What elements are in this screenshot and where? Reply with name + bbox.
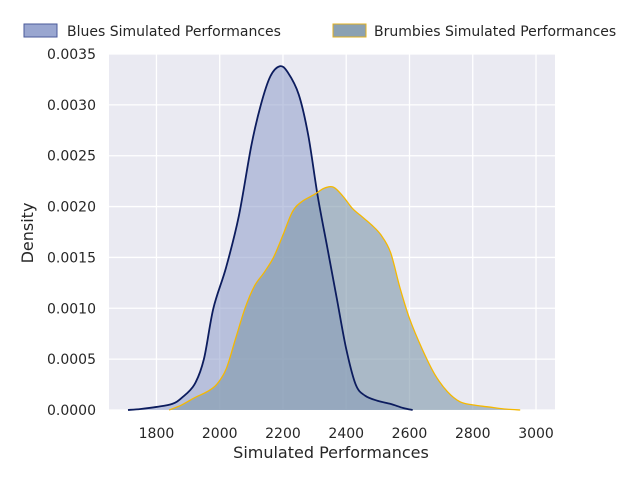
x-tick-label: 3000 bbox=[518, 426, 554, 442]
x-tick-label: 1800 bbox=[139, 426, 175, 442]
x-tick-label: 2600 bbox=[392, 426, 428, 442]
y-tick-label: 0.0035 bbox=[47, 47, 96, 63]
y-tick-label: 0.0030 bbox=[47, 98, 96, 114]
x-axis-label: Simulated Performances bbox=[233, 443, 429, 462]
line-brumbies bbox=[168, 186, 521, 411]
y-tick-label: 0.0020 bbox=[47, 200, 96, 216]
x-tick-label: 2000 bbox=[202, 426, 238, 442]
x-tick-label: 2800 bbox=[455, 426, 491, 442]
legend-swatch-blues bbox=[23, 23, 58, 38]
legend: Blues Simulated Performances Brumbies Si… bbox=[23, 23, 616, 40]
x-tick-label: 2400 bbox=[328, 426, 364, 442]
legend-label-blues: Blues Simulated Performances bbox=[67, 24, 281, 40]
y-tick-label: 0.0000 bbox=[47, 403, 96, 419]
x-tick-label: 2200 bbox=[265, 426, 301, 442]
area-brumbies bbox=[169, 186, 521, 410]
y-tick-label: 0.0015 bbox=[47, 250, 96, 266]
series-layer bbox=[127, 65, 521, 411]
legend-label-brumbies: Brumbies Simulated Performances bbox=[374, 24, 616, 40]
tick-labels: 1800 2000 2200 2400 2600 2800 3000 0.0000 0.0005… bbox=[47, 47, 554, 442]
area-blues bbox=[127, 66, 413, 411]
y-tick-label: 0.0005 bbox=[47, 352, 96, 368]
legend-swatch-brumbies bbox=[332, 23, 367, 38]
y-axis-label: Density bbox=[18, 203, 37, 264]
y-tick-label: 0.0025 bbox=[47, 149, 96, 165]
y-tick-label: 0.0010 bbox=[47, 301, 96, 317]
line-blues bbox=[127, 65, 413, 411]
